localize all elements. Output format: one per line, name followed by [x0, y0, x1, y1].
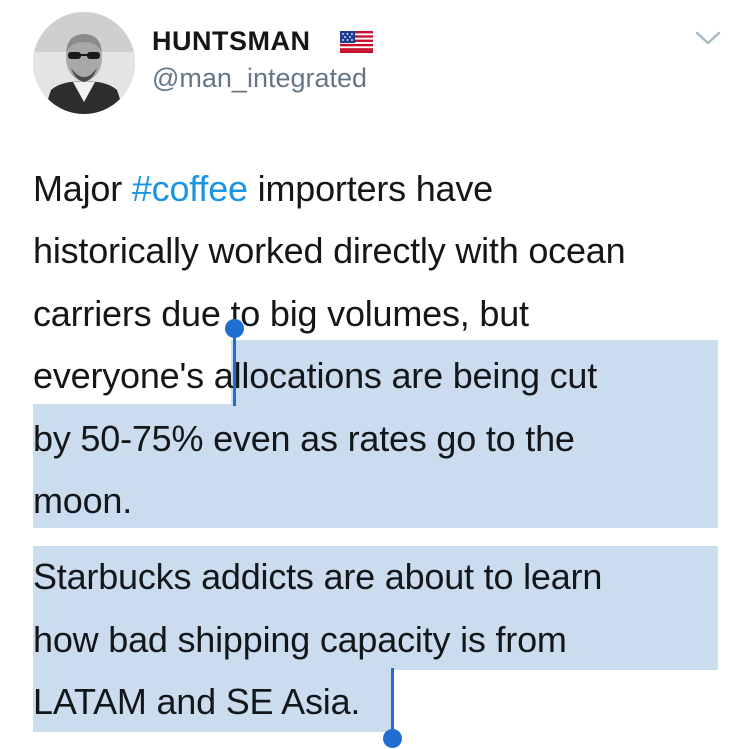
tweet-line: historically worked directly with ocean: [33, 230, 626, 272]
selection-start-handle-knob[interactable]: [225, 319, 244, 338]
tweet-line: Major #coffee importers have: [33, 158, 733, 220]
selection-start-handle[interactable]: [233, 326, 236, 406]
tweet-text-fragment: everyone's: [33, 355, 214, 397]
tweet-text-fragment: importers have: [247, 168, 494, 209]
tweet-line: by 50-75% even as rates go to the: [33, 417, 575, 459]
display-name[interactable]: HUNTSMAN: [152, 26, 311, 56]
avatar-photo-icon: [33, 12, 135, 114]
selection-highlight: [33, 546, 718, 670]
tweet-line: LATAM and SE Asia.: [33, 681, 361, 723]
selection-highlight: [231, 340, 718, 404]
avatar[interactable]: [33, 12, 135, 114]
hashtag-link[interactable]: #coffee: [131, 168, 248, 209]
tweet-line: Starbucks addicts are about to learn: [33, 556, 603, 598]
tweet-text-fragment: Major: [33, 168, 132, 209]
tweet-line: how bad shipping capacity is from: [33, 618, 567, 660]
selection-highlight: [33, 404, 718, 528]
us-flag-icon: [340, 31, 373, 58]
tweet-text[interactable]: Major #coffee importers have historicall…: [33, 158, 733, 734]
chevron-down-icon[interactable]: [694, 30, 722, 51]
selection-end-handle[interactable]: [391, 668, 394, 734]
user-handle[interactable]: @man_integrated: [152, 63, 368, 93]
selection-highlight: [33, 670, 394, 732]
tweet-text-fragment: allocations are being cut: [213, 355, 598, 397]
tweet-line: moon.: [33, 480, 133, 522]
tweet-line: everyone's allocations are being cut: [33, 345, 733, 407]
tweet-line: carriers due to big volumes, but: [33, 292, 529, 334]
selection-end-handle-knob[interactable]: [383, 729, 402, 748]
